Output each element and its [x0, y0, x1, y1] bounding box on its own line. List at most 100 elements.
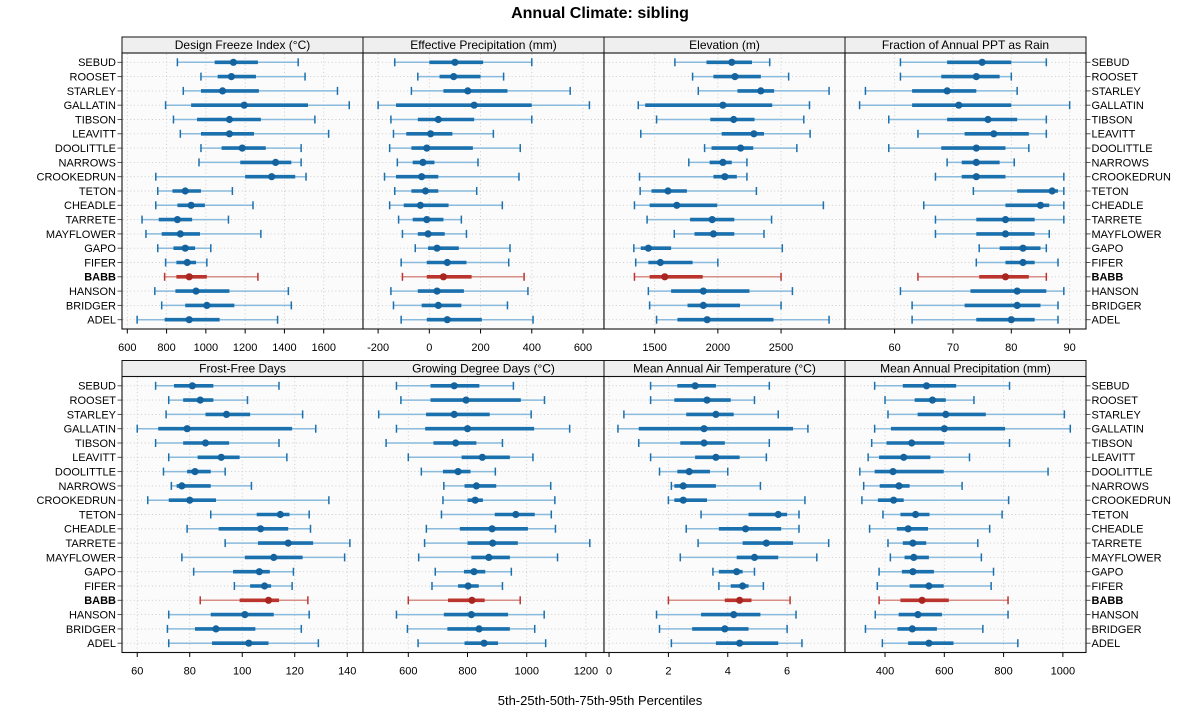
- median-dot: [1007, 316, 1015, 324]
- station-row-babb: [633, 272, 782, 281]
- median-dot: [464, 582, 472, 590]
- station-row-bridger: [392, 301, 509, 310]
- station-label-left: GAPO: [84, 243, 116, 255]
- station-label-right: TIBSON: [1092, 438, 1133, 450]
- median-dot: [271, 158, 280, 166]
- station-row-babb: [199, 596, 309, 605]
- strip-title: Mean Annual Air Temperature (°C): [633, 362, 816, 376]
- station-label-left: GALLATIN: [64, 424, 116, 436]
- median-dot: [1019, 244, 1027, 252]
- x-tick-label: 60: [888, 342, 900, 354]
- station-row-tarrete: [934, 215, 1065, 224]
- station-label-left: MAYFLOWER: [46, 552, 116, 564]
- median-dot: [733, 568, 741, 576]
- station-label-right: DOOLITTLE: [1092, 467, 1153, 479]
- station-row-tibson: [870, 439, 1011, 447]
- median-dot: [181, 244, 189, 252]
- station-label-right: BABB: [1092, 595, 1124, 607]
- station-row-narrows: [946, 158, 1015, 167]
- station-row-gallatin: [617, 424, 809, 433]
- station-label-right: BRIDGER: [1092, 300, 1142, 312]
- panel-effective-precipitation-mm-: Effective Precipitation (mm) -200 0 200 400 6…: [362, 36, 605, 354]
- median-dot: [176, 230, 184, 238]
- median-dot: [700, 439, 708, 447]
- station-row-crookedrun: [638, 172, 748, 181]
- station-row-narrows: [443, 481, 552, 490]
- median-dot: [270, 553, 278, 562]
- median-dot: [737, 144, 745, 152]
- median-dot: [1001, 273, 1010, 281]
- station-label-right: NARROWS: [1092, 481, 1149, 493]
- station-label-right: GAPO: [1092, 243, 1124, 255]
- station-label-right: TARRETE: [1092, 538, 1143, 550]
- median-dot: [703, 316, 711, 324]
- median-dot: [452, 439, 460, 447]
- station-label-right: CROOKEDRUN: [1092, 495, 1172, 507]
- station-label-left: BRIDGER: [66, 300, 116, 312]
- station-row-hanson: [167, 610, 310, 619]
- station-row-hanson: [154, 287, 290, 296]
- station-label-right: STARLEY: [1092, 409, 1142, 421]
- station-row-hanson: [899, 287, 1065, 296]
- median-dot: [990, 130, 998, 138]
- station-label-right: TETON: [1092, 186, 1129, 198]
- median-dot: [922, 382, 931, 390]
- station-row-sebud: [394, 58, 533, 67]
- station-row-starley: [887, 410, 1066, 419]
- station-row-narrows: [170, 481, 253, 490]
- median-dot: [757, 87, 765, 95]
- median-dot: [911, 510, 920, 519]
- median-dot: [1013, 301, 1021, 309]
- station-row-tarrete: [224, 539, 351, 548]
- x-tick-label: 600: [574, 342, 592, 354]
- median-dot: [942, 410, 950, 418]
- station-label-right: CHEADLE: [1092, 524, 1144, 536]
- median-dot: [731, 73, 739, 81]
- x-tick-label: 2: [665, 666, 671, 678]
- station-label-right: HANSON: [1092, 286, 1139, 298]
- median-dot: [914, 611, 922, 619]
- station-label-left: TETON: [79, 509, 116, 521]
- median-dot: [1013, 287, 1021, 295]
- x-tick-label: 800: [157, 342, 175, 354]
- station-row-starley: [165, 410, 304, 419]
- station-label-right: ROOSET: [1092, 72, 1139, 84]
- median-dot: [470, 101, 478, 109]
- station-row-cheadle: [186, 524, 312, 533]
- median-dot: [424, 230, 432, 238]
- station-label-left: NARROWS: [59, 157, 116, 169]
- median-dot: [685, 468, 693, 476]
- median-dot: [434, 301, 442, 309]
- station-row-rooset: [417, 72, 505, 81]
- station-row-doolittle: [388, 144, 522, 153]
- station-row-leavitt: [867, 453, 971, 462]
- median-dot: [978, 58, 986, 66]
- station-row-starley: [410, 86, 571, 95]
- median-dot: [721, 625, 729, 633]
- x-tick-label: 600: [935, 666, 953, 678]
- median-dot: [450, 73, 458, 81]
- station-row-bridger: [166, 624, 303, 633]
- median-dot: [485, 553, 493, 562]
- median-dot: [774, 510, 782, 519]
- station-row-mayflower: [934, 229, 1050, 238]
- median-dot: [972, 73, 980, 81]
- station-label-right: NARROWS: [1092, 157, 1149, 169]
- station-row-babb: [667, 596, 791, 605]
- median-dot: [719, 101, 727, 109]
- median-dot: [489, 539, 497, 547]
- median-dot: [699, 301, 707, 309]
- station-row-adel: [167, 639, 320, 648]
- station-row-bridger: [658, 624, 788, 633]
- median-dot: [739, 582, 747, 590]
- median-dot: [451, 58, 459, 66]
- station-row-hanson: [874, 610, 1009, 619]
- strip-title: Growing Degree Days (°C): [412, 362, 555, 376]
- x-tick-label: 1000: [1051, 666, 1075, 678]
- station-row-gallatin: [136, 424, 317, 433]
- station-row-crookedrun: [667, 496, 806, 505]
- station-row-mayflower: [145, 229, 262, 238]
- station-row-sebud: [154, 381, 280, 390]
- station-row-bridger: [406, 624, 536, 633]
- station-label-left: CHEADLE: [64, 524, 116, 536]
